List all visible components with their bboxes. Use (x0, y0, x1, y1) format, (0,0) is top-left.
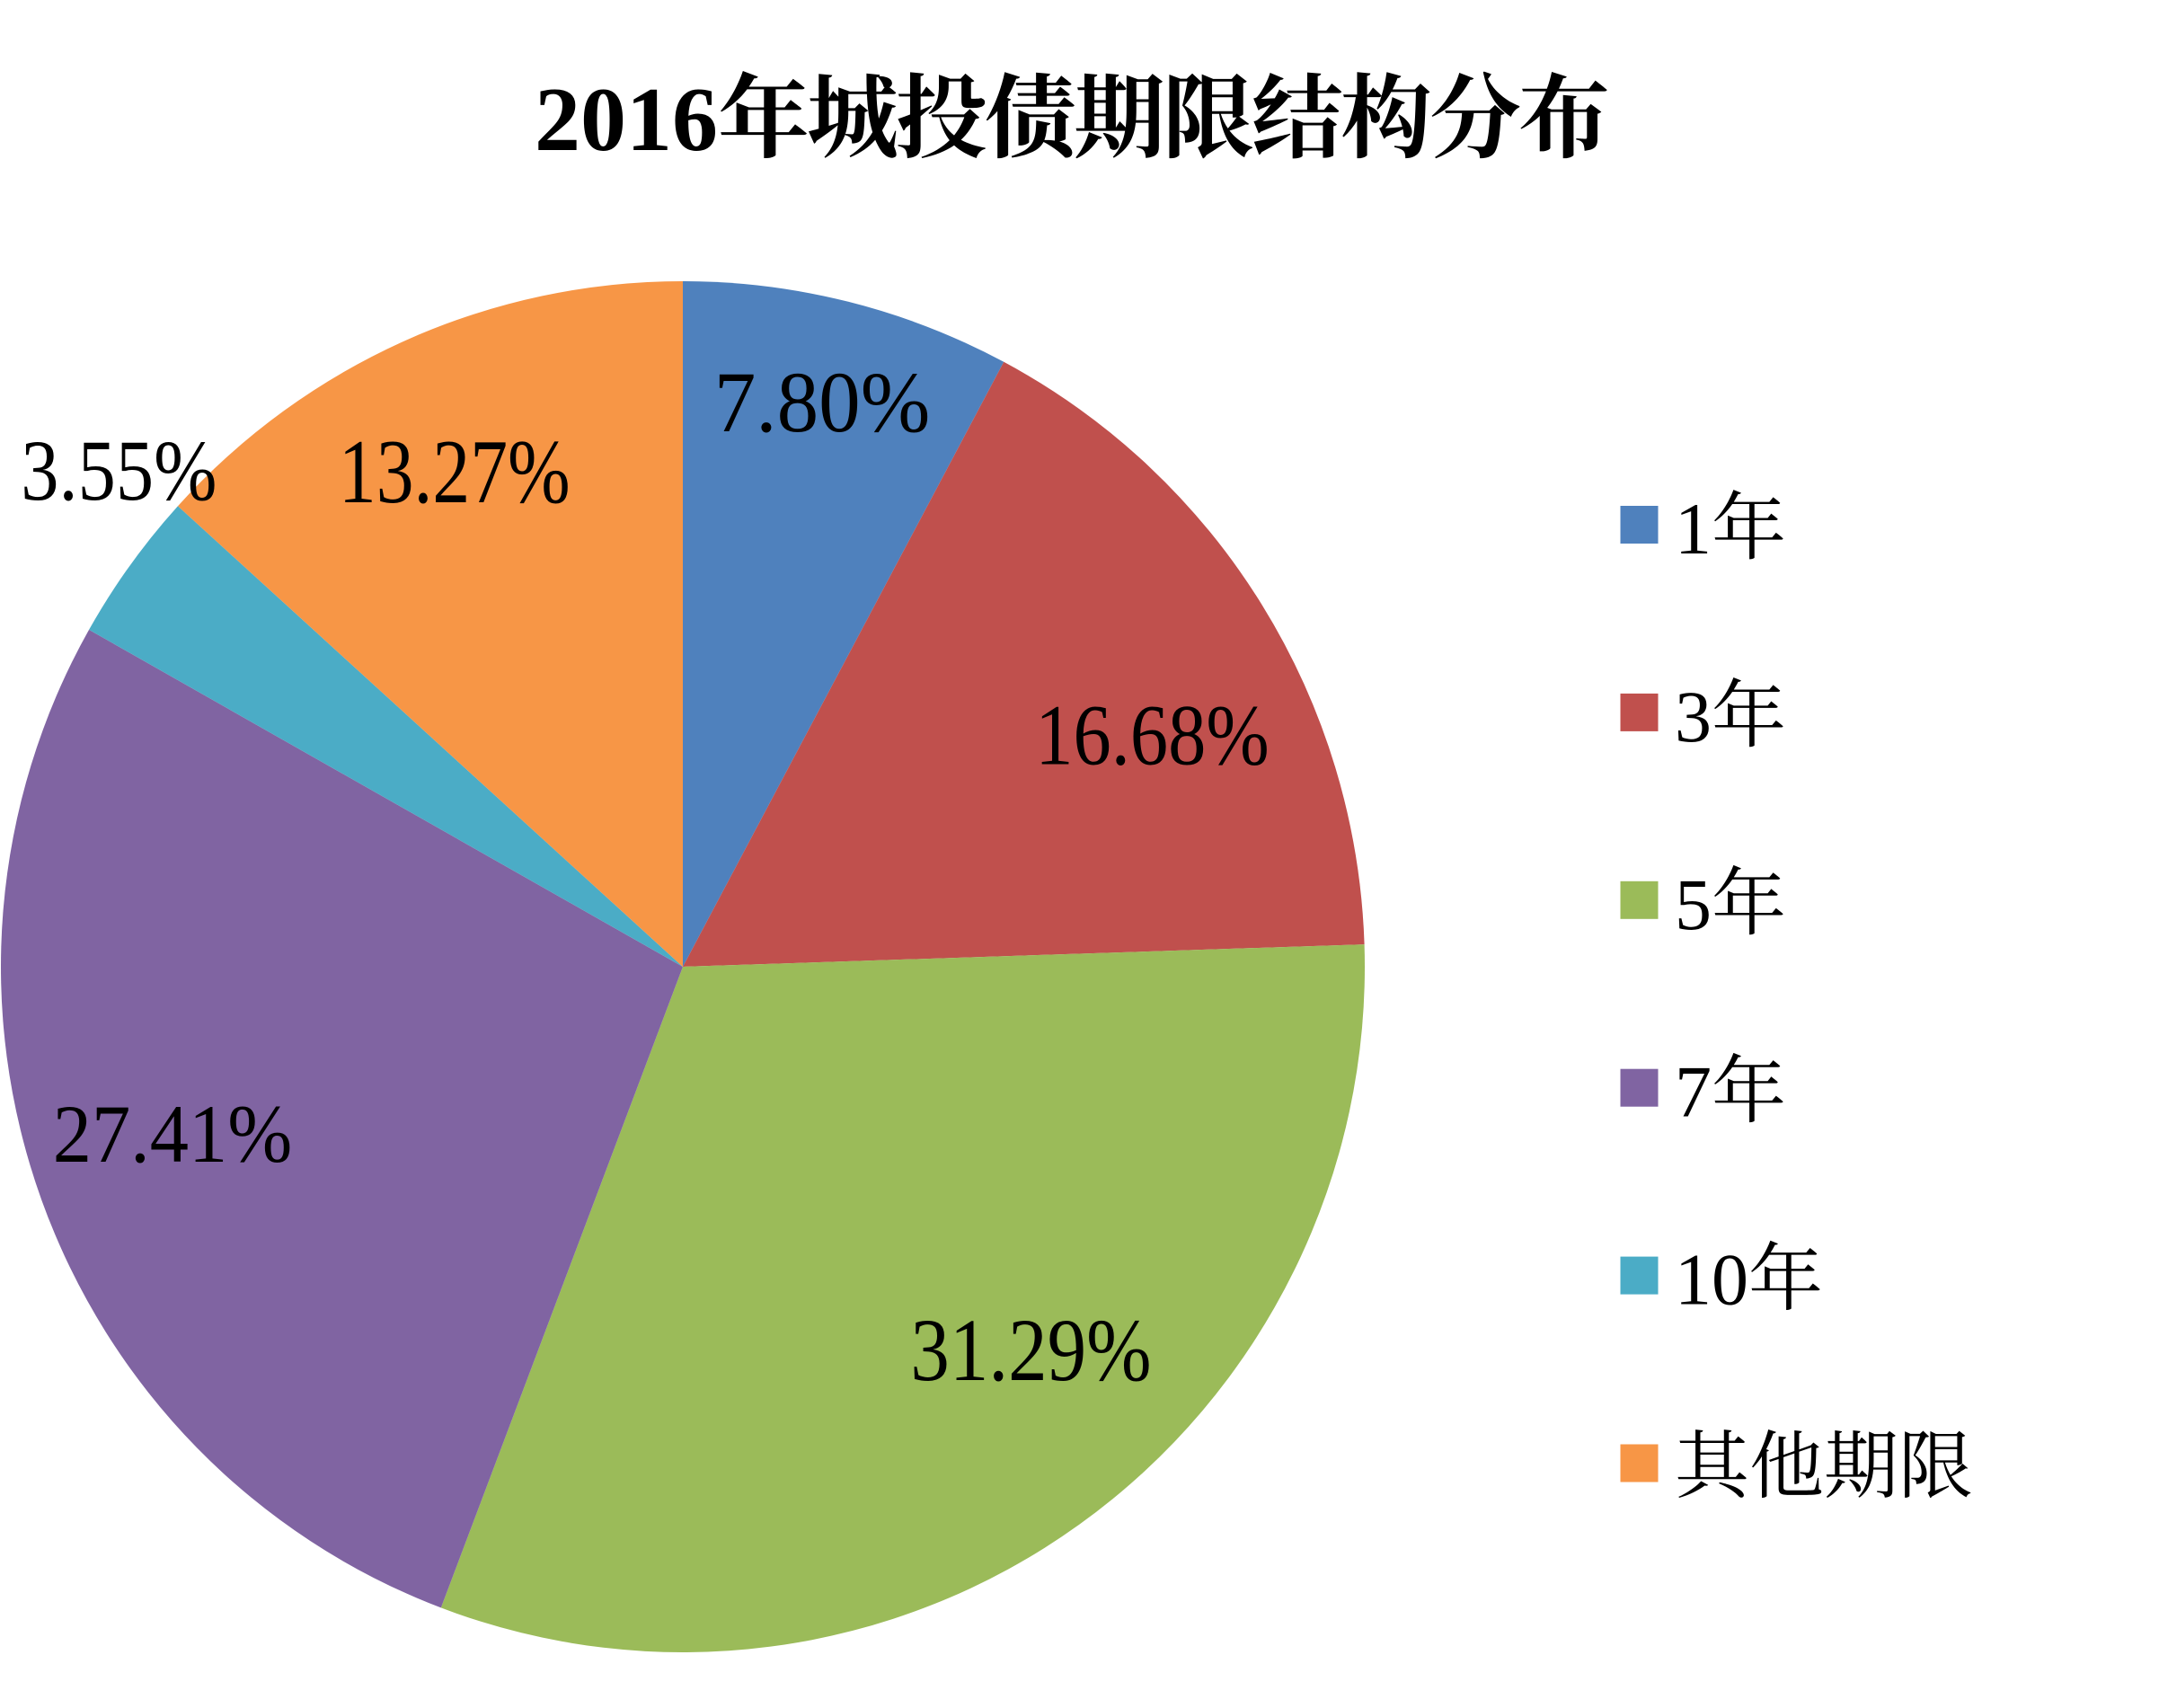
svg-text:13.27%: 13.27% (339, 421, 571, 523)
svg-text:7: 7 (1675, 1051, 1712, 1133)
svg-text:31.29%: 31.29% (910, 1300, 1151, 1400)
svg-text:27.41%: 27.41% (53, 1089, 293, 1181)
svg-text:7.80%: 7.80% (714, 356, 931, 451)
svg-text:1: 1 (1675, 488, 1712, 570)
svg-text:3.55%: 3.55% (21, 422, 217, 518)
svg-text:16.68%: 16.68% (1035, 687, 1269, 783)
svg-text:3: 3 (1675, 676, 1712, 757)
svg-text:2016: 2016 (535, 69, 718, 171)
svg-text:10: 10 (1675, 1239, 1748, 1321)
svg-text:5: 5 (1675, 863, 1712, 945)
